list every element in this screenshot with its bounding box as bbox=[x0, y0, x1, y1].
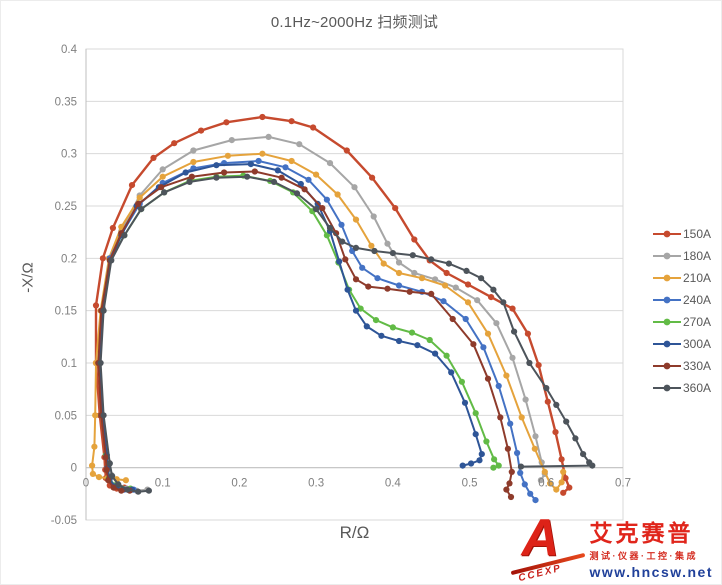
legend-label: 330A bbox=[683, 359, 712, 373]
x-tick-label: 0 bbox=[83, 478, 89, 490]
logo-a-mark-icon: A CCEXP bbox=[508, 509, 590, 584]
legend-item-360A: 360A bbox=[652, 377, 711, 399]
legend: 150A 180A 210A 240A 270A 300A 330A 360A bbox=[652, 223, 711, 399]
brand-tagline: 测试·仪器·工控·集成 bbox=[589, 551, 699, 561]
y-tick-label: 0 bbox=[71, 463, 77, 475]
x-axis-title: R/Ω bbox=[339, 523, 370, 542]
y-tick-label: 0.3 bbox=[61, 149, 77, 161]
series-line-360A bbox=[99, 175, 594, 493]
y-tick-label: -0.05 bbox=[51, 515, 77, 527]
logo: A CCEXP 艾克赛普 测试·仪器·工控·集成 www.hncsw.net bbox=[508, 509, 717, 584]
logo-monogram: A bbox=[521, 509, 560, 567]
x-tick-label: 0.3 bbox=[308, 478, 324, 490]
y-tick-label: 0.1 bbox=[61, 358, 77, 370]
series-line-300A bbox=[98, 163, 483, 491]
x-tick-label: 0.5 bbox=[462, 478, 478, 490]
legend-marker-icon bbox=[653, 362, 681, 370]
legend-item-270A: 270A bbox=[652, 311, 711, 333]
legend-label: 360A bbox=[683, 381, 712, 395]
legend-item-300A: 300A bbox=[652, 333, 711, 355]
legend-item-180A: 180A bbox=[652, 245, 711, 267]
legend-label: 180A bbox=[683, 249, 712, 263]
legend-marker-icon bbox=[653, 318, 681, 326]
series-line-270A bbox=[98, 174, 500, 490]
y-tick-label: 0.4 bbox=[61, 44, 78, 56]
x-tick-label: 0.6 bbox=[538, 478, 554, 490]
legend-item-330A: 330A bbox=[652, 355, 711, 377]
y-tick-label: 0.15 bbox=[55, 306, 77, 318]
x-tick-label: 0.2 bbox=[231, 478, 247, 490]
legend-marker-icon bbox=[653, 274, 681, 282]
y-tick-label: 0.35 bbox=[55, 96, 77, 108]
legend-marker-icon bbox=[653, 384, 681, 392]
series-line-330A bbox=[97, 170, 513, 498]
legend-marker-icon bbox=[653, 296, 681, 304]
series-line-210A bbox=[91, 152, 565, 491]
legend-marker-icon bbox=[653, 230, 681, 238]
x-tick-label: 0.4 bbox=[385, 478, 402, 490]
legend-label: 150A bbox=[683, 227, 712, 241]
y-tick-label: 0.25 bbox=[55, 201, 77, 213]
brand-name: 艾克赛普 bbox=[589, 520, 694, 546]
legend-item-240A: 240A bbox=[652, 289, 711, 311]
legend-label: 270A bbox=[683, 315, 712, 329]
logo-text: 艾克赛普 测试·仪器·工控·集成 www.hncsw.net bbox=[589, 520, 717, 581]
series-line-180A bbox=[98, 135, 546, 492]
x-tick-label: 0.1 bbox=[155, 478, 171, 490]
legend-label: 300A bbox=[683, 337, 712, 351]
series-line-150A bbox=[94, 115, 571, 494]
chart-title: 0.1Hz~2000Hz 扫频测试 bbox=[270, 14, 439, 31]
legend-marker-icon bbox=[653, 252, 681, 260]
legend-item-150A: 150A bbox=[652, 223, 711, 245]
y-tick-label: 0.05 bbox=[55, 410, 77, 422]
legend-label: 240A bbox=[683, 293, 712, 307]
x-tick-label: 0.7 bbox=[615, 478, 631, 490]
legend-marker-icon bbox=[653, 340, 681, 348]
legend-item-210A: 210A bbox=[652, 267, 711, 289]
y-tick-label: 0.2 bbox=[61, 253, 77, 265]
brand-url: www.hncsw.net bbox=[589, 564, 713, 580]
legend-label: 210A bbox=[683, 271, 712, 285]
